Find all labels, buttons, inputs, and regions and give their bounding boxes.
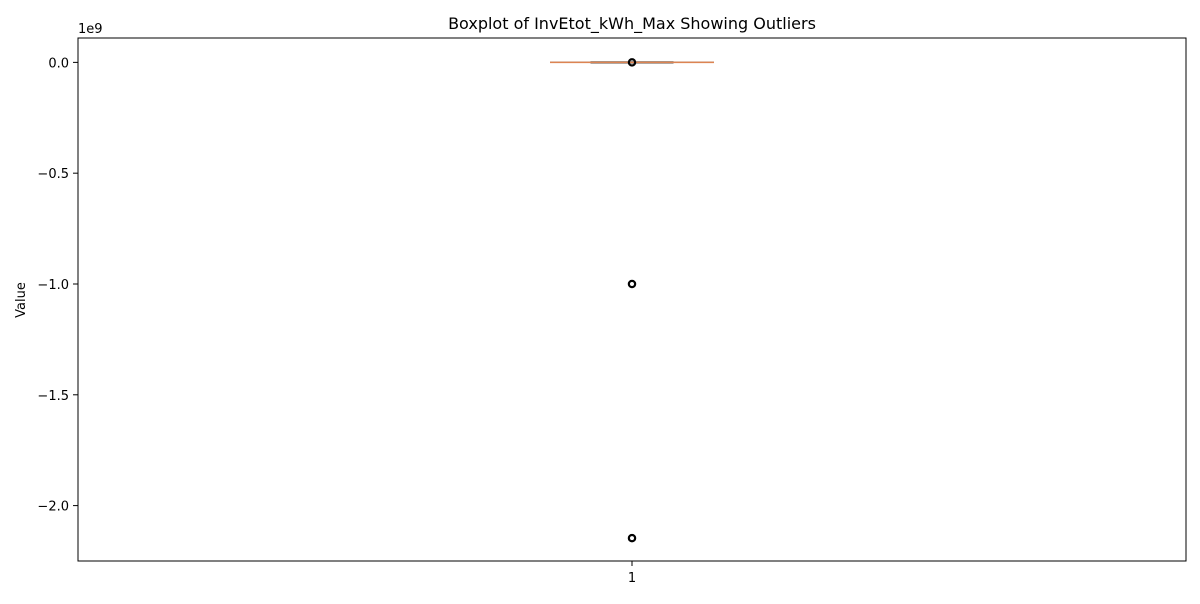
plot-frame <box>77 37 1187 562</box>
y-tick-label: −1.0 <box>37 278 69 293</box>
outlier-point <box>627 533 637 543</box>
y-tick-label: 0.0 <box>48 56 69 71</box>
outlier-point <box>627 279 637 289</box>
x-axis: 1 <box>628 561 636 586</box>
plot-area <box>77 37 1187 562</box>
y-axis: 0.0 −0.5 −1.0 −1.5 −2.0 <box>37 56 78 515</box>
outlier-point <box>627 58 637 67</box>
chart-title: Boxplot of InvEtot_kWh_Max Showing Outli… <box>448 14 816 34</box>
y-axis-label: Value <box>14 282 29 318</box>
y-axis-offset-text: 1e9 <box>78 22 103 37</box>
outlier-point <box>629 535 635 542</box>
y-tick-label: −0.5 <box>37 167 69 182</box>
outlier-point <box>629 59 635 66</box>
y-tick-label: −2.0 <box>37 500 69 515</box>
x-tick-label: 1 <box>628 571 636 586</box>
y-tick-label: −1.5 <box>37 389 69 404</box>
outlier-point <box>629 280 635 287</box>
